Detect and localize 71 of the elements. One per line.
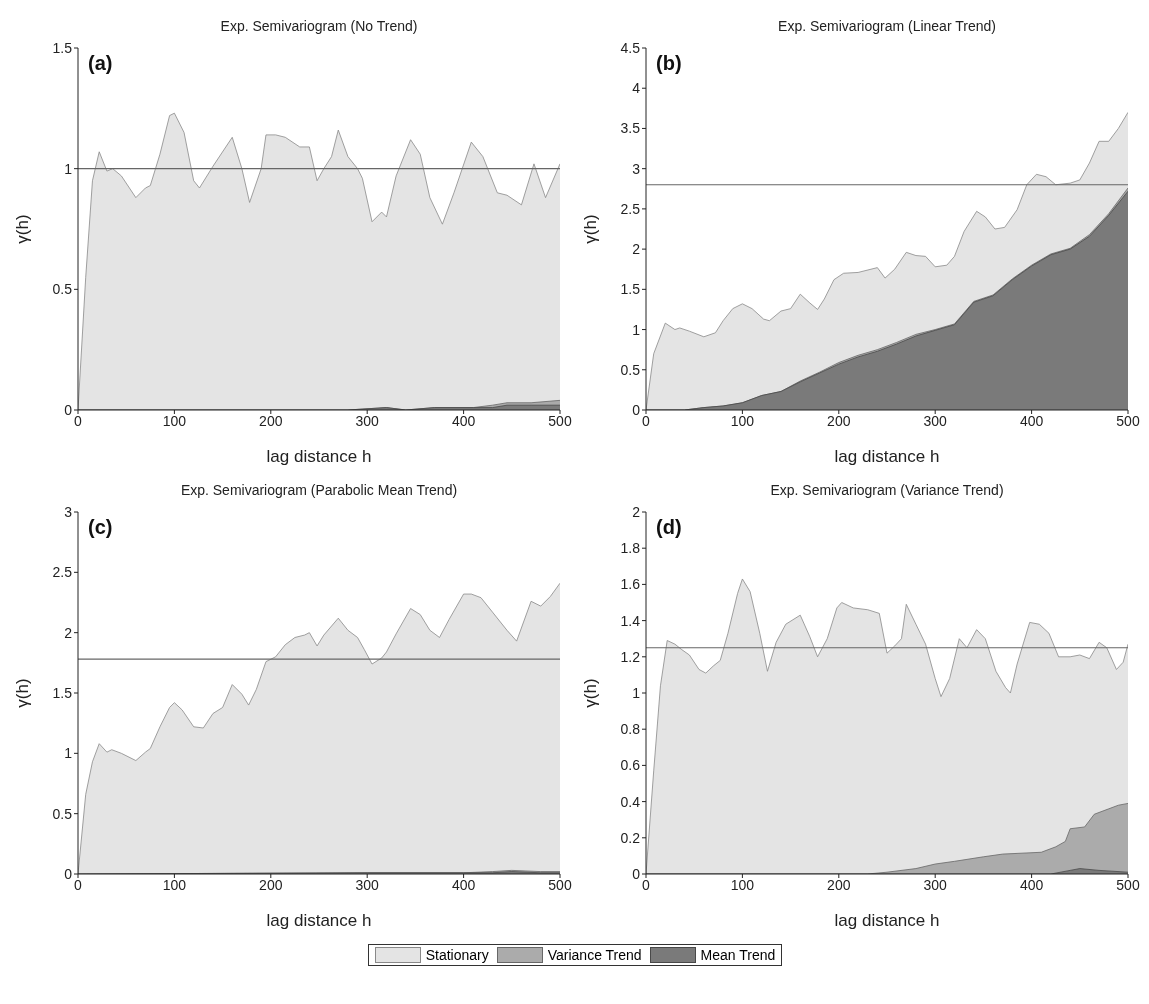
y-tick-label: 0.5 (52, 805, 73, 822)
x-tick-label: 100 (162, 412, 187, 429)
x-axis-title: lag distance h (266, 447, 372, 466)
annotation: (d) (656, 516, 682, 539)
y-axis-title: γ(h) (13, 678, 33, 708)
x-tick-label: 400 (451, 412, 476, 429)
annotation: (c) (88, 516, 113, 539)
y-tick-label: 1.2 (620, 648, 641, 665)
y-tick-label: 0.2 (620, 829, 641, 846)
y-tick-label: 0 (632, 401, 641, 418)
x-tick-label: 200 (259, 412, 283, 429)
x-tick-label: 200 (827, 876, 851, 893)
x-tick-label: 500 (1116, 876, 1140, 893)
legend-label: Stationary (425, 947, 489, 963)
chart-title: Exp. Semivariogram (Parabolic Mean Trend) (179, 482, 459, 498)
y-tick-label: 1.6 (620, 576, 641, 593)
y-tick-label: 1 (632, 321, 641, 338)
y-tick-label: 3 (632, 160, 641, 177)
x-tick-label: 100 (730, 876, 755, 893)
chart-title: Exp. Semivariogram (Linear Trend) (777, 18, 997, 34)
x-axis-title: lag distance h (266, 911, 372, 930)
y-tick-label: 0 (632, 865, 641, 882)
y-tick-label: 0 (64, 401, 73, 418)
x-axis-title: lag distance h (834, 911, 940, 930)
annotation: (a) (88, 52, 113, 75)
x-tick-label: 200 (259, 876, 283, 893)
y-tick-label: 4 (632, 80, 641, 97)
x-axis-title: lag distance h (834, 447, 940, 466)
y-tick-label: 1 (64, 160, 73, 177)
y-tick-label: 1.8 (620, 540, 641, 557)
y-tick-label: 4.5 (620, 39, 641, 56)
y-tick-label: 2.5 (52, 564, 73, 581)
x-tick-label: 300 (923, 876, 948, 893)
y-tick-label: 0.5 (620, 361, 641, 378)
y-tick-label: 0.4 (620, 793, 641, 810)
chart-title: Exp. Semivariogram (Variance Trend) (769, 482, 1005, 498)
y-tick-label: 2 (64, 624, 73, 641)
y-tick-label: 0.5 (52, 281, 73, 298)
x-tick-label: 400 (1019, 876, 1044, 893)
x-tick-label: 100 (730, 412, 755, 429)
x-tick-label: 400 (451, 876, 476, 893)
y-tick-label: 3 (64, 503, 73, 520)
y-tick-label: 0.8 (620, 721, 641, 738)
legend-label: Mean Trend (700, 947, 776, 963)
x-tick-label: 300 (355, 412, 380, 429)
x-tick-label: 500 (548, 876, 572, 893)
x-tick-label: 200 (827, 412, 851, 429)
y-tick-label: 2 (632, 241, 641, 258)
legend-label: Variance Trend (547, 947, 642, 963)
x-tick-label: 400 (1019, 412, 1044, 429)
y-tick-label: 3.5 (620, 120, 641, 137)
y-tick-label: 1.5 (52, 39, 73, 56)
y-tick-label: 2.5 (620, 200, 641, 217)
x-tick-label: 300 (923, 412, 948, 429)
y-axis-title: γ(h) (581, 214, 601, 244)
y-tick-label: 1.4 (620, 612, 641, 629)
y-axis-title: γ(h) (13, 214, 33, 244)
chart-title: Exp. Semivariogram (No Trend) (219, 18, 419, 34)
y-tick-label: 0 (64, 865, 73, 882)
x-tick-label: 300 (355, 876, 380, 893)
x-tick-label: 500 (1116, 412, 1140, 429)
y-axis-title: γ(h) (581, 678, 601, 708)
y-tick-label: 1.5 (52, 684, 73, 701)
y-tick-label: 0.6 (620, 757, 641, 774)
y-tick-label: 2 (632, 503, 641, 520)
annotation: (b) (656, 52, 682, 75)
x-tick-label: 100 (162, 876, 187, 893)
y-tick-label: 1.5 (620, 281, 641, 298)
x-tick-label: 500 (548, 412, 572, 429)
y-tick-label: 1 (64, 745, 73, 762)
y-tick-label: 1 (632, 684, 641, 701)
